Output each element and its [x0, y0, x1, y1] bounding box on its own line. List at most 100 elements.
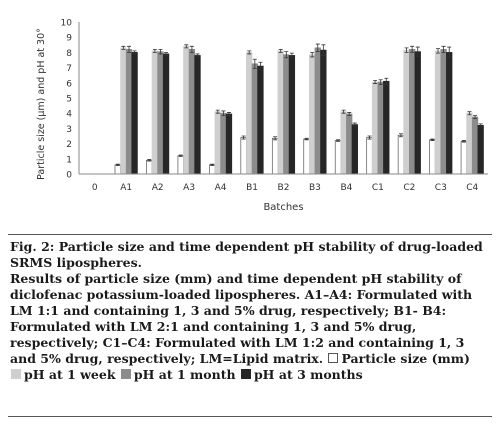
bar	[251, 63, 258, 175]
bar	[340, 111, 347, 175]
y-tick-label: 5	[66, 95, 72, 105]
bar	[157, 51, 164, 175]
error-bar	[189, 45, 194, 53]
error-bar	[304, 137, 309, 141]
legend-label: pH at 1 week	[24, 367, 116, 382]
x-origin-label: 0	[92, 183, 98, 193]
error-bar	[132, 50, 137, 55]
bar	[214, 111, 221, 175]
error-bar	[147, 159, 152, 162]
error-bar	[121, 45, 126, 50]
error-bar	[184, 44, 189, 49]
x-tick-label: B2	[278, 183, 290, 193]
error-bar	[367, 135, 372, 140]
x-tick-label: B1	[246, 183, 258, 193]
bar	[177, 155, 184, 175]
error-bar	[352, 122, 357, 127]
error-bar	[195, 53, 200, 58]
bar	[194, 55, 201, 175]
y-tick-label: 2	[66, 140, 72, 150]
bar	[351, 124, 358, 175]
bar	[277, 50, 284, 175]
error-bar	[347, 112, 352, 116]
bar	[114, 164, 121, 175]
bar	[460, 140, 468, 175]
error-bar	[447, 46, 452, 59]
error-bar	[341, 109, 346, 114]
bar	[225, 113, 233, 175]
bar	[366, 137, 373, 175]
x-tick-label: C4	[466, 183, 478, 193]
bar	[240, 137, 247, 175]
x-tick-label: B4	[340, 183, 352, 193]
x-axis-ticks: A1 A2 A3 A4 B1 B2 B3 B4 C1 C2 C3 C4	[120, 183, 478, 193]
legend-swatch	[120, 369, 131, 379]
y-axis-title: Particle size (µm) and pH at 30°	[36, 28, 47, 180]
error-bar	[258, 61, 263, 71]
bar	[397, 134, 405, 175]
error-bar	[247, 50, 252, 55]
error-bar	[241, 135, 246, 140]
x-tick-label: A4	[215, 183, 227, 193]
error-bar	[373, 80, 378, 84]
error-bar	[384, 77, 389, 85]
error-bar	[467, 111, 472, 116]
bar	[131, 52, 138, 175]
error-bar	[430, 138, 435, 141]
error-bar	[404, 47, 409, 53]
error-bar	[336, 139, 341, 142]
error-bar	[226, 112, 231, 116]
y-tick-label: 0	[66, 171, 72, 181]
error-bar	[321, 44, 326, 56]
error-bar	[164, 52, 169, 56]
legend-swatch	[240, 369, 251, 379]
error-bar	[158, 48, 163, 55]
figure-caption: Fig. 2: Particle size and time dependent…	[10, 239, 492, 383]
bar	[271, 137, 279, 175]
x-axis-title: Batches	[263, 202, 303, 213]
error-bar	[473, 115, 478, 119]
bar	[209, 164, 216, 175]
bar	[303, 138, 310, 175]
bar	[246, 52, 253, 175]
y-tick-label: 6	[66, 79, 72, 89]
bar	[346, 113, 353, 175]
bar	[320, 49, 327, 175]
bar	[188, 49, 196, 175]
legend-item-particle-size: Particle size (mm)	[327, 351, 470, 366]
legend-swatch	[328, 353, 339, 363]
legend-label: pH at 3 months	[253, 367, 363, 382]
y-tick-label: 4	[66, 110, 72, 120]
bar-chart: 0 1 2 3 4 5 6 7 8 9 10 A1 A2 A3 A4 B1 B2 B3 B4 C1 C2 C3 C4 0 …	[36, 19, 488, 213]
error-bar	[410, 45, 415, 53]
error-bar	[441, 45, 446, 53]
x-tick-label: C2	[403, 183, 415, 193]
error-bar	[310, 52, 315, 58]
bar	[120, 47, 127, 175]
bar	[334, 140, 342, 175]
y-tick-label: 10	[61, 19, 73, 29]
error-bar	[178, 154, 183, 157]
error-bar	[210, 163, 215, 167]
bar	[414, 51, 421, 175]
x-tick-label: C3	[435, 183, 447, 193]
error-bar	[278, 48, 283, 53]
x-tick-label: A3	[183, 183, 195, 193]
bar	[471, 116, 479, 175]
y-tick-label: 3	[66, 125, 72, 135]
legend-swatch	[11, 369, 21, 379]
bar	[371, 81, 379, 175]
x-tick-label: A1	[120, 183, 132, 193]
error-bar	[378, 79, 383, 85]
error-bar	[315, 43, 320, 53]
legend-item-ph-1-week: pH at 1 week	[10, 367, 120, 382]
bar	[283, 54, 290, 175]
bar	[183, 45, 190, 175]
y-tick-label: 1	[66, 155, 72, 165]
error-bar	[398, 133, 403, 138]
bar	[377, 81, 384, 175]
x-tick-label: C1	[372, 183, 384, 193]
error-bar	[126, 45, 131, 53]
bar	[466, 112, 473, 175]
bar	[403, 49, 410, 175]
